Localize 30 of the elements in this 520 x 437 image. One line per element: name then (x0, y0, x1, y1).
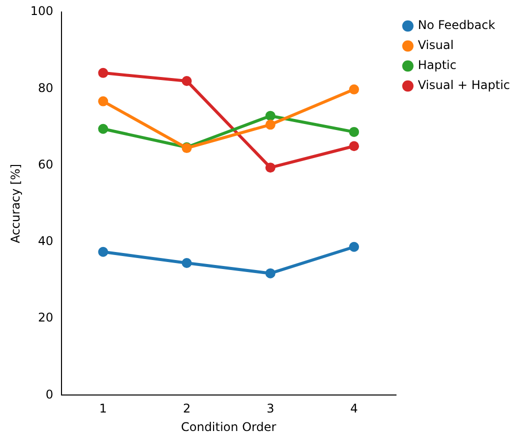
point (182, 76, 192, 86)
x-axis-title: Condition Order (180, 420, 276, 434)
point (349, 84, 360, 94)
x-tick-label: 3 (266, 402, 274, 416)
point (265, 120, 276, 130)
legend-label: No Feedback (418, 18, 496, 32)
point (182, 258, 192, 268)
y-tick-label: 60 (38, 157, 54, 172)
point (349, 242, 360, 252)
x-tick-label: 4 (350, 402, 358, 416)
y-tick-label: 40 (38, 234, 54, 248)
point (98, 124, 108, 134)
point (349, 141, 360, 152)
point (98, 96, 108, 106)
y-tick-label: 100 (30, 4, 54, 18)
y-tick-label: 80 (38, 80, 54, 95)
point (98, 68, 108, 78)
legend-label: Haptic (418, 58, 456, 72)
y-tick-label: 20 (38, 310, 54, 325)
legend-label: Visual (418, 38, 454, 52)
x-tick-label: 1 (99, 402, 107, 416)
y-tick-label: 0 (46, 387, 54, 402)
point (265, 268, 276, 278)
y-axis-title: Accuracy [%] (8, 164, 22, 244)
point (265, 110, 276, 121)
point (349, 126, 360, 137)
point (98, 246, 108, 257)
x-tick-label: 2 (182, 402, 191, 416)
point (265, 162, 276, 173)
legend-label: Visual + Haptic (418, 78, 510, 92)
